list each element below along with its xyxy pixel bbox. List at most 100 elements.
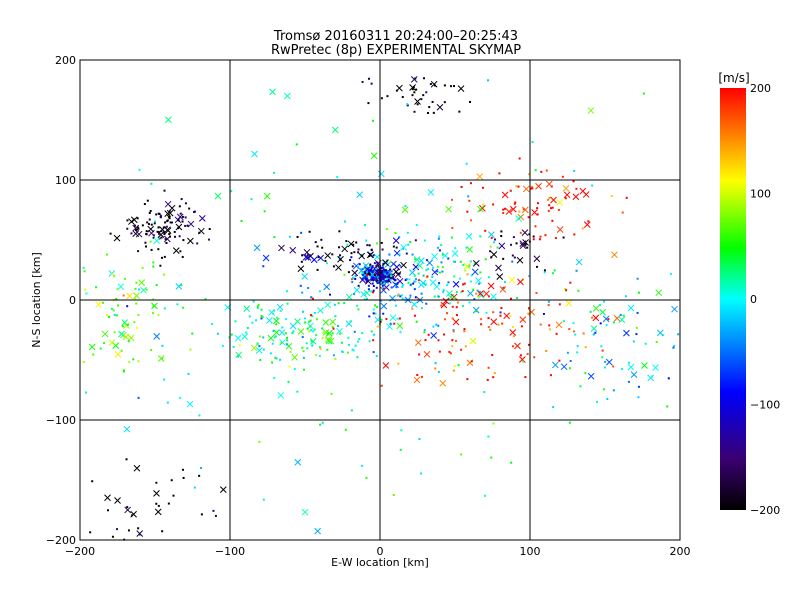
data-point xyxy=(259,359,262,362)
data-point-x xyxy=(466,246,474,253)
data-point-x xyxy=(409,84,416,91)
data-point xyxy=(448,350,451,353)
data-point xyxy=(329,293,332,296)
data-point-x xyxy=(562,185,570,192)
y-tick-label: 200 xyxy=(55,54,76,67)
data-point xyxy=(157,226,160,229)
data-point xyxy=(181,306,184,309)
data-point xyxy=(536,213,539,216)
data-point xyxy=(416,374,419,377)
data-point-x xyxy=(127,334,135,342)
data-point xyxy=(150,182,153,185)
data-point xyxy=(502,208,505,211)
data-point xyxy=(91,480,94,483)
data-point xyxy=(456,314,459,317)
data-point xyxy=(363,276,366,279)
data-point xyxy=(364,267,367,270)
data-point-x xyxy=(175,223,183,231)
data-point xyxy=(148,218,151,221)
data-point-x xyxy=(114,497,121,504)
data-point xyxy=(325,337,328,340)
data-point xyxy=(576,345,579,348)
data-point xyxy=(451,226,454,229)
data-point-x xyxy=(197,227,205,235)
data-point xyxy=(152,304,155,307)
data-point-x xyxy=(535,182,542,190)
data-point-x xyxy=(147,225,155,233)
data-point xyxy=(372,351,375,354)
data-point-x xyxy=(551,361,559,369)
data-point xyxy=(363,298,366,301)
data-point xyxy=(379,274,382,277)
data-point-x xyxy=(253,244,261,252)
data-point xyxy=(605,324,608,327)
data-point xyxy=(398,253,401,256)
data-point xyxy=(564,197,567,200)
data-point xyxy=(248,315,251,318)
data-point xyxy=(431,275,434,278)
data-point xyxy=(191,332,194,335)
data-point xyxy=(310,296,313,299)
data-point xyxy=(153,222,156,225)
data-point xyxy=(401,297,404,300)
data-point xyxy=(361,273,364,276)
data-point xyxy=(385,277,388,280)
data-point-x xyxy=(514,342,521,350)
data-point-x xyxy=(618,316,626,324)
data-point-x xyxy=(590,325,598,332)
data-point xyxy=(136,226,139,229)
data-point xyxy=(568,367,571,370)
data-point xyxy=(511,345,514,348)
data-point xyxy=(389,268,392,271)
data-point xyxy=(377,280,380,283)
data-point xyxy=(111,273,114,276)
data-point-x xyxy=(495,264,502,272)
data-point xyxy=(404,279,407,282)
data-point xyxy=(381,287,384,290)
data-point xyxy=(395,246,398,249)
data-point xyxy=(572,322,575,325)
data-point-x xyxy=(164,226,171,234)
data-point xyxy=(604,360,607,363)
data-point xyxy=(401,96,404,99)
data-point xyxy=(166,220,169,223)
data-point xyxy=(409,294,412,297)
data-point xyxy=(198,414,201,417)
data-point-x xyxy=(488,231,495,238)
data-point xyxy=(527,216,530,219)
data-point xyxy=(293,368,296,371)
data-point xyxy=(380,269,383,272)
data-point xyxy=(485,311,488,314)
data-point xyxy=(500,307,503,310)
data-point xyxy=(311,344,314,347)
data-point xyxy=(446,312,449,315)
data-point-x xyxy=(363,289,371,297)
data-point xyxy=(425,91,428,94)
data-point-x xyxy=(611,251,618,259)
data-point xyxy=(160,236,163,239)
data-point xyxy=(313,311,316,314)
x-axis-label: E-W location [km] xyxy=(331,556,429,569)
data-point xyxy=(513,202,516,205)
data-point xyxy=(458,110,461,113)
data-point xyxy=(349,320,352,323)
data-point xyxy=(126,506,129,509)
data-point xyxy=(464,345,467,348)
data-point xyxy=(367,102,370,105)
data-point xyxy=(285,318,288,321)
data-point xyxy=(530,185,533,188)
data-point xyxy=(375,242,378,245)
data-point xyxy=(449,352,452,355)
data-point xyxy=(138,533,141,536)
data-point-x xyxy=(430,332,438,339)
data-point-x xyxy=(104,494,111,502)
data-point-x xyxy=(475,277,482,284)
data-point xyxy=(487,317,490,320)
data-point-x xyxy=(317,307,324,314)
data-point xyxy=(126,323,129,326)
data-point xyxy=(441,270,444,273)
data-point-x xyxy=(652,364,659,371)
data-point xyxy=(187,372,190,375)
data-point-x xyxy=(364,266,371,273)
data-point-x xyxy=(505,208,513,215)
